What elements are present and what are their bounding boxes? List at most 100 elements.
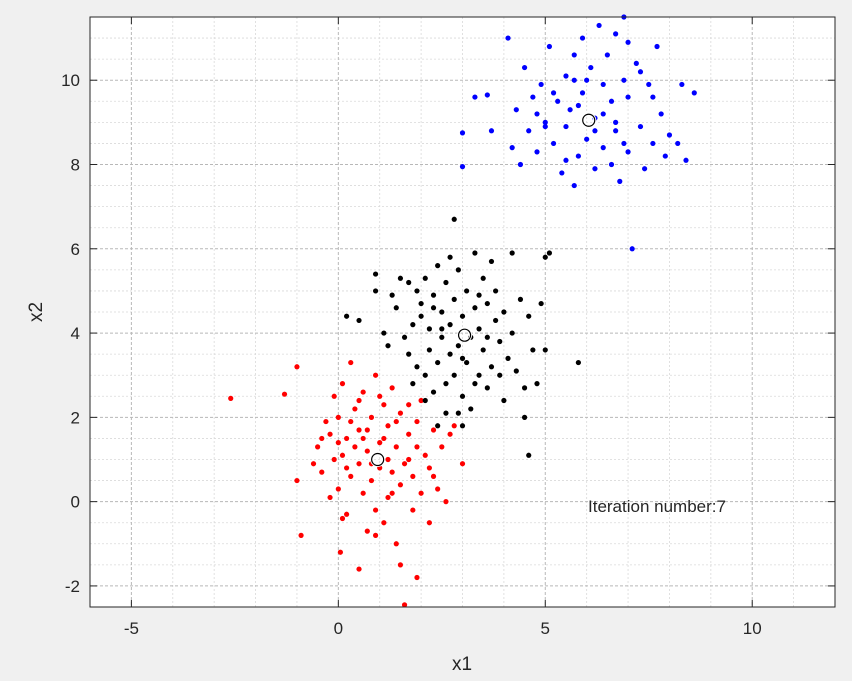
data-point-cluster-3 — [530, 94, 536, 100]
data-point-cluster-3 — [613, 119, 619, 125]
data-point-cluster-1 — [331, 393, 337, 399]
data-point-cluster-3 — [596, 22, 602, 29]
data-point-cluster-2 — [464, 359, 470, 366]
data-point-cluster-3 — [654, 43, 660, 50]
data-point-cluster-2 — [410, 322, 416, 328]
data-point-cluster-1 — [410, 473, 416, 479]
y-tick-label: -2 — [65, 577, 80, 596]
data-point-cluster-2 — [501, 397, 507, 404]
data-point-cluster-1 — [348, 473, 354, 479]
data-point-cluster-2 — [443, 279, 449, 286]
centroid-marker — [582, 113, 596, 127]
data-point-cluster-2 — [455, 410, 461, 416]
data-point-cluster-3 — [650, 94, 656, 100]
centroid-marker — [457, 328, 472, 342]
data-point-cluster-1 — [356, 461, 362, 467]
data-point-cluster-2 — [422, 275, 428, 281]
data-point-cluster-2 — [344, 313, 350, 319]
data-point-cluster-3 — [608, 161, 615, 168]
data-point-cluster-3 — [642, 166, 648, 172]
data-point-cluster-2 — [443, 410, 449, 416]
data-point-cluster-2 — [459, 313, 466, 319]
data-point-cluster-1 — [360, 490, 366, 496]
data-point-cluster-2 — [488, 258, 495, 265]
data-point-cluster-2 — [501, 309, 507, 315]
data-point-cluster-2 — [443, 381, 449, 387]
data-point-cluster-1 — [315, 444, 321, 450]
data-point-cluster-3 — [534, 149, 540, 155]
data-point-cluster-3 — [584, 77, 590, 83]
data-point-cluster-1 — [331, 456, 337, 463]
data-point-cluster-2 — [472, 250, 478, 256]
data-point-cluster-1 — [406, 402, 412, 408]
data-point-cluster-1 — [344, 465, 350, 471]
data-point-cluster-3 — [550, 90, 557, 96]
data-point-cluster-3 — [563, 157, 569, 163]
data-point-cluster-2 — [497, 338, 503, 345]
data-point-cluster-2 — [488, 364, 495, 370]
x-tick-labels: -5 0 5 10 — [124, 619, 762, 638]
data-point-cluster-2 — [472, 381, 478, 387]
data-point-cluster-3 — [675, 140, 681, 147]
y-tick-labels: -2 0 2 4 6 8 10 — [61, 71, 80, 596]
data-point-cluster-3 — [608, 98, 615, 104]
y-tick-label: 8 — [71, 156, 80, 175]
data-point-cluster-1 — [368, 414, 375, 420]
data-point-cluster-1 — [451, 423, 457, 429]
data-point-cluster-1 — [348, 359, 354, 366]
x-axis-label: x1 — [452, 654, 472, 675]
data-point-cluster-2 — [542, 254, 548, 260]
data-point-cluster-1 — [389, 490, 395, 496]
data-point-cluster-2 — [406, 279, 412, 286]
data-point-cluster-2 — [513, 368, 519, 374]
data-point-cluster-3 — [588, 64, 594, 71]
data-point-cluster-3 — [637, 69, 644, 75]
data-point-cluster-1 — [406, 456, 412, 463]
data-point-cluster-2 — [410, 381, 416, 387]
data-point-cluster-1 — [439, 444, 445, 450]
data-point-cluster-1 — [401, 461, 408, 467]
data-point-cluster-3 — [459, 164, 466, 170]
data-point-cluster-3 — [683, 157, 689, 163]
data-point-cluster-3 — [550, 140, 557, 147]
data-point-cluster-3 — [579, 35, 586, 41]
data-point-cluster-2 — [497, 372, 503, 378]
data-point-cluster-2 — [484, 385, 490, 391]
data-point-cluster-1 — [430, 473, 437, 479]
data-point-cluster-3 — [617, 178, 623, 184]
data-point-cluster-1 — [389, 469, 395, 475]
data-point-cluster-1 — [410, 507, 416, 513]
data-point-cluster-2 — [430, 305, 437, 311]
ticks — [90, 17, 835, 607]
data-point-cluster-2 — [381, 330, 387, 336]
data-point-cluster-1 — [310, 461, 317, 467]
data-point-cluster-1 — [426, 465, 432, 471]
x-tick-label: 0 — [334, 619, 343, 638]
data-point-cluster-3 — [546, 43, 553, 50]
data-point-cluster-1 — [393, 444, 399, 450]
data-point-cluster-2 — [422, 372, 428, 378]
data-point-cluster-1 — [414, 574, 420, 581]
data-point-cluster-2 — [406, 351, 412, 357]
data-point-cluster-2 — [414, 288, 420, 294]
data-point-cluster-2 — [476, 292, 482, 298]
data-point-cluster-2 — [484, 300, 490, 307]
data-point-cluster-2 — [472, 305, 478, 311]
data-point-cluster-1 — [327, 494, 333, 501]
data-point-cluster-1 — [377, 440, 383, 446]
data-point-cluster-2 — [426, 347, 432, 353]
data-point-cluster-3 — [625, 149, 631, 155]
x-tick-label: 5 — [541, 619, 550, 638]
data-point-cluster-1 — [381, 402, 387, 408]
data-point-cluster-1 — [435, 486, 441, 492]
data-point-cluster-2 — [401, 334, 408, 340]
data-point-cluster-2 — [455, 267, 461, 273]
data-point-cluster-1 — [339, 452, 346, 458]
data-point-cluster-1 — [393, 541, 399, 547]
data-point-cluster-3 — [691, 90, 697, 96]
centroid-marker — [371, 452, 385, 467]
data-point-cluster-1 — [385, 423, 391, 429]
data-point-cluster-2 — [493, 317, 499, 324]
data-point-cluster-2 — [393, 305, 399, 311]
